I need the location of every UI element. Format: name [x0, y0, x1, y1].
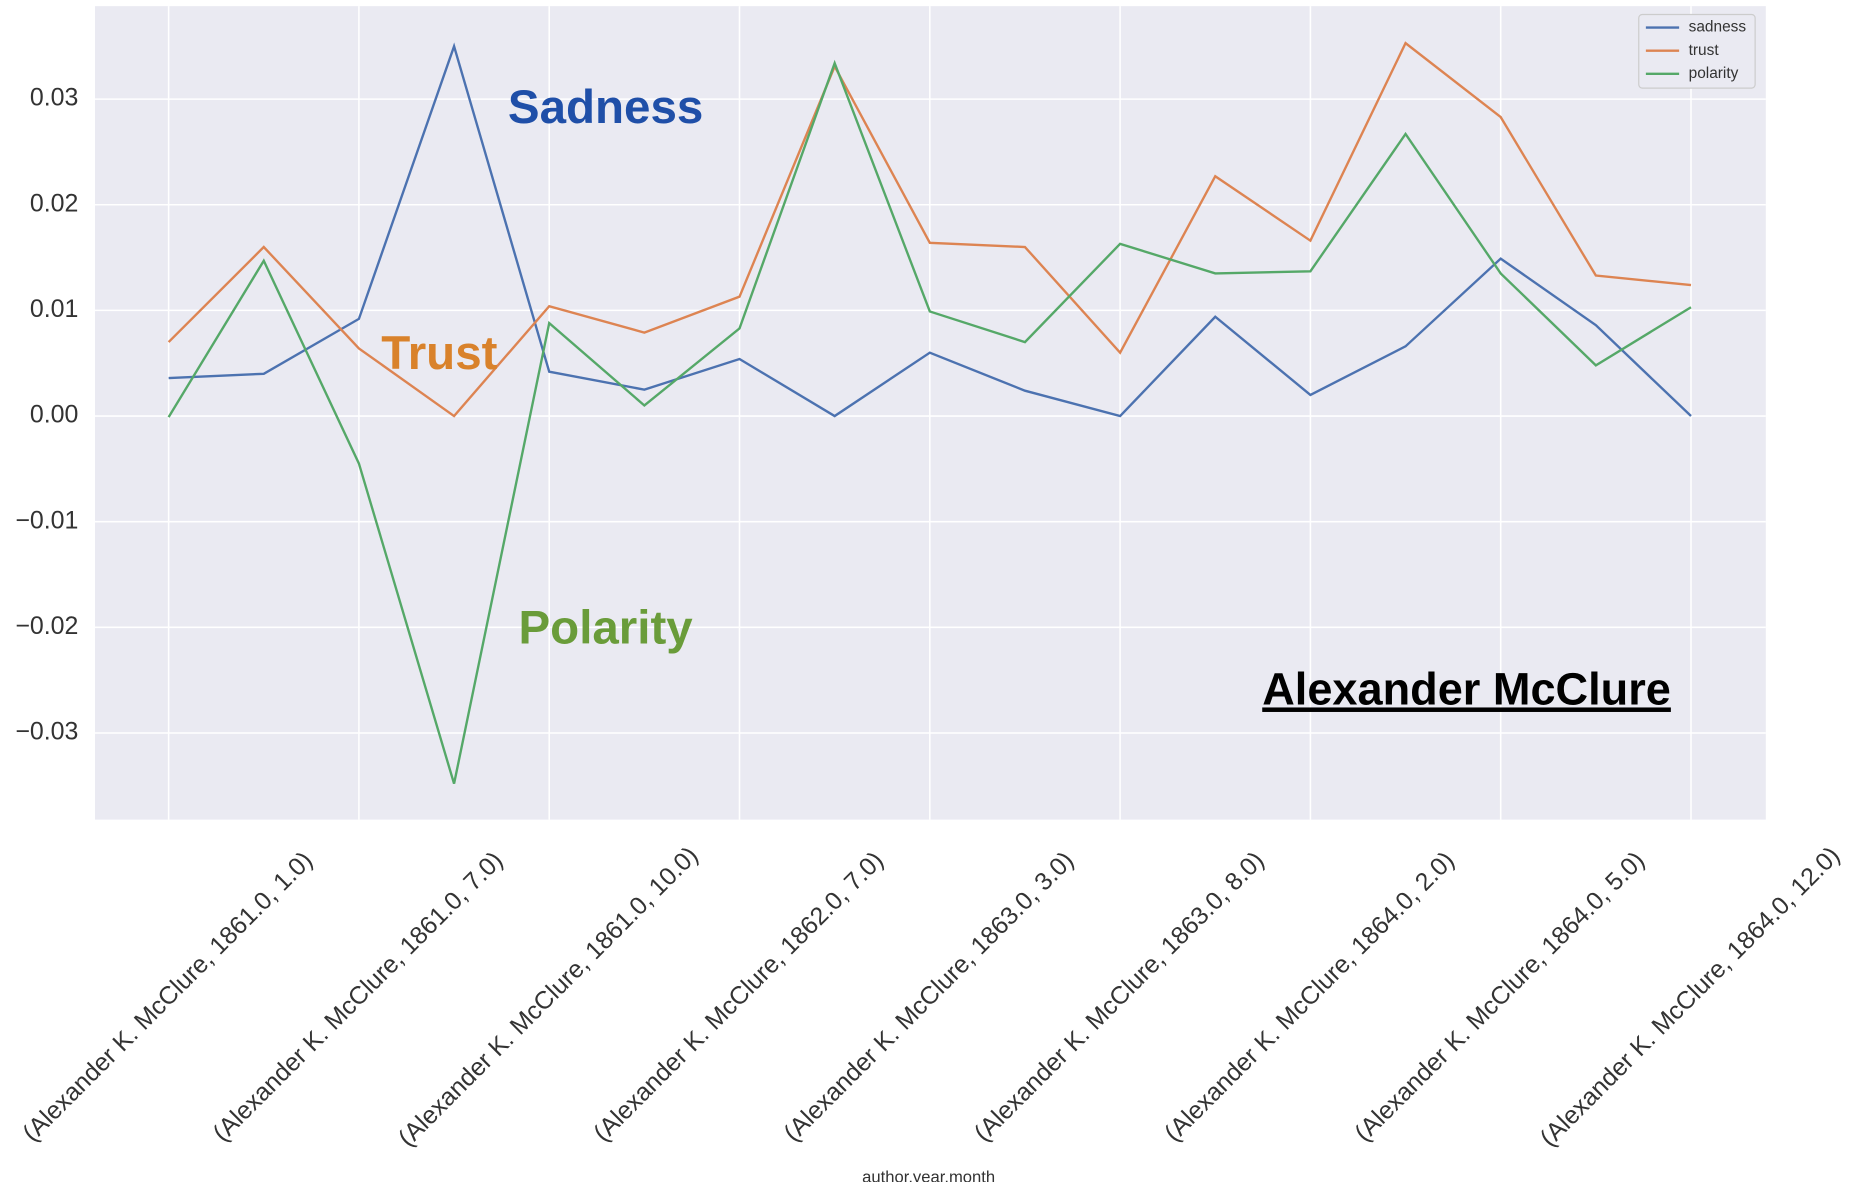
- x-tick-label: (Alexander K. McClure, 1861.0, 10.0): [393, 841, 704, 1152]
- y-tick-label: −0.02: [15, 612, 78, 640]
- legend-label: sadness: [1689, 19, 1747, 36]
- legend-label: trust: [1689, 42, 1720, 59]
- y-tick-label: 0.01: [30, 295, 79, 323]
- annotation: Sadness: [508, 81, 703, 134]
- x-tick-label: (Alexander K. McClure, 1864.0, 12.0): [1535, 841, 1846, 1152]
- annotation: Alexander McClure: [1262, 663, 1671, 714]
- y-tick-label: 0.03: [30, 84, 79, 112]
- y-tick-label: −0.03: [15, 718, 78, 746]
- legend-label: polarity: [1689, 65, 1739, 82]
- x-axis-label: author,year,month: [862, 1168, 995, 1182]
- y-tick-label: 0.02: [30, 189, 79, 217]
- line-trust: [167, 41, 1692, 418]
- annotation: Trust: [381, 327, 497, 380]
- line-polarity: [167, 59, 1692, 785]
- line-sadness: [168, 42, 1692, 418]
- annotation: Polarity: [519, 601, 694, 654]
- y-tick-label: −0.01: [15, 506, 78, 534]
- legend-box: [1638, 13, 1756, 89]
- x-tick-label: (Alexander K. McClure, 1861.0, 1.0): [17, 846, 318, 1147]
- y-tick-label: 0.00: [30, 401, 79, 429]
